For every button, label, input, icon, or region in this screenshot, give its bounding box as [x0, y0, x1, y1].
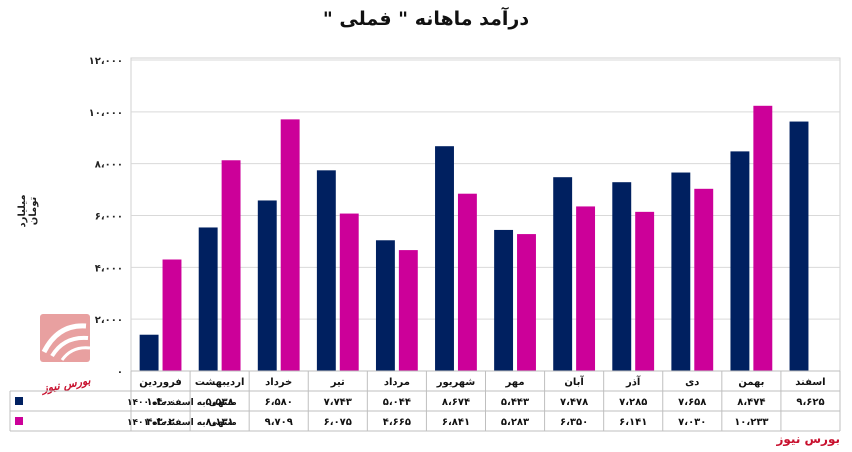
x-tick-label: دی — [685, 377, 699, 388]
bar-series1 — [494, 229, 514, 371]
data-label: ۵،۵۳۸ — [206, 397, 234, 408]
y-tick-label: ۲،۰۰۰ — [95, 315, 123, 326]
x-tick-label: فروردین — [139, 377, 182, 388]
data-label: ۹،۷۰۹ — [265, 417, 293, 428]
bar-series1 — [730, 151, 750, 371]
bar-series1 — [198, 227, 218, 371]
y-tick-label: ۸،۰۰۰ — [95, 160, 123, 171]
x-tick-label: بهمن — [738, 377, 764, 388]
bar-series2 — [457, 193, 477, 371]
bar-series1 — [789, 121, 809, 371]
bar-series2 — [221, 160, 241, 371]
data-label: ۷،۴۷۸ — [560, 397, 588, 408]
bar-series1 — [257, 200, 277, 371]
data-label: ۱۰،۲۳۳ — [734, 417, 768, 428]
bar-series1 — [316, 170, 336, 371]
y-tick-label: ۰ — [117, 367, 123, 378]
y-tick-label: ۶،۰۰۰ — [95, 212, 123, 223]
x-tick-label: اسفند — [795, 377, 825, 388]
y-tick-label: ۴،۰۰۰ — [95, 263, 123, 274]
x-tick-label: تیر — [330, 377, 345, 388]
bar-series2 — [339, 213, 359, 371]
legend-swatch — [15, 397, 23, 405]
bar-series1 — [435, 146, 454, 371]
bar-series2 — [517, 234, 536, 371]
data-label: ۴،۶۶۵ — [383, 417, 411, 428]
bar-series2 — [694, 188, 714, 371]
data-label: ۶،۳۵۰ — [560, 417, 588, 428]
bar-series1 — [139, 334, 159, 371]
data-label: ۵،۰۴۴ — [383, 397, 411, 408]
data-label: ۵،۲۸۳ — [501, 417, 529, 428]
data-label: ۴،۳۰۲ — [146, 417, 174, 428]
data-label: ۱،۴۰۰ — [146, 397, 174, 408]
x-tick-label: مرداد — [384, 377, 410, 388]
data-label: ۶،۸۴۱ — [442, 417, 470, 428]
y-tick-label: ۱۰،۰۰۰ — [89, 108, 123, 119]
brand-logo-icon — [40, 314, 91, 362]
data-label: ۸،۱۳۱ — [206, 417, 234, 428]
bar-series2 — [162, 259, 182, 371]
data-label: ۷،۲۸۵ — [619, 397, 647, 408]
data-label: ۸،۴۷۴ — [737, 397, 765, 408]
data-label: ۶،۰۷۵ — [324, 417, 352, 428]
bar-series1 — [671, 172, 691, 371]
x-tick-label: مهر — [505, 377, 525, 388]
data-label: ۷،۶۵۸ — [678, 397, 706, 408]
bar-series2 — [576, 206, 596, 371]
x-tick-label: آبان — [564, 375, 584, 388]
brand-logo — [38, 312, 102, 382]
brand-footer: بورس نیوز — [776, 432, 840, 446]
x-tick-label: شهریور — [436, 377, 476, 388]
bar-series1 — [375, 240, 395, 371]
legend-label: منتهی به اسفندماه ۱۴۰۱ — [127, 418, 237, 428]
legend-label: منتهی به اسفندماه ۱۴۰۰ — [127, 398, 237, 408]
x-tick-label: اردیبهشت — [195, 377, 245, 388]
data-label: ۸،۶۷۴ — [442, 397, 470, 408]
data-label: ۵،۴۴۳ — [501, 397, 529, 408]
data-label: ۷،۰۳۰ — [678, 417, 706, 428]
data-label: ۶،۱۴۱ — [619, 417, 647, 428]
bar-series2 — [635, 211, 655, 371]
chart-title: درآمد ماهانه " فملی " — [322, 8, 530, 30]
bar-series2 — [753, 105, 773, 372]
y-tick-label: ۱۲،۰۰۰ — [89, 56, 123, 67]
bar-series1 — [553, 177, 573, 371]
data-label: ۷،۷۴۳ — [324, 397, 352, 408]
bar-series2 — [280, 119, 300, 371]
legend-swatch — [15, 417, 23, 425]
x-tick-label: آذر — [625, 375, 641, 388]
bar-series2 — [398, 250, 418, 371]
data-label: ۶،۵۸۰ — [265, 397, 293, 408]
bar-series1 — [612, 182, 632, 371]
x-tick-label: خرداد — [265, 377, 292, 388]
data-label: ۹،۶۲۵ — [796, 397, 824, 408]
